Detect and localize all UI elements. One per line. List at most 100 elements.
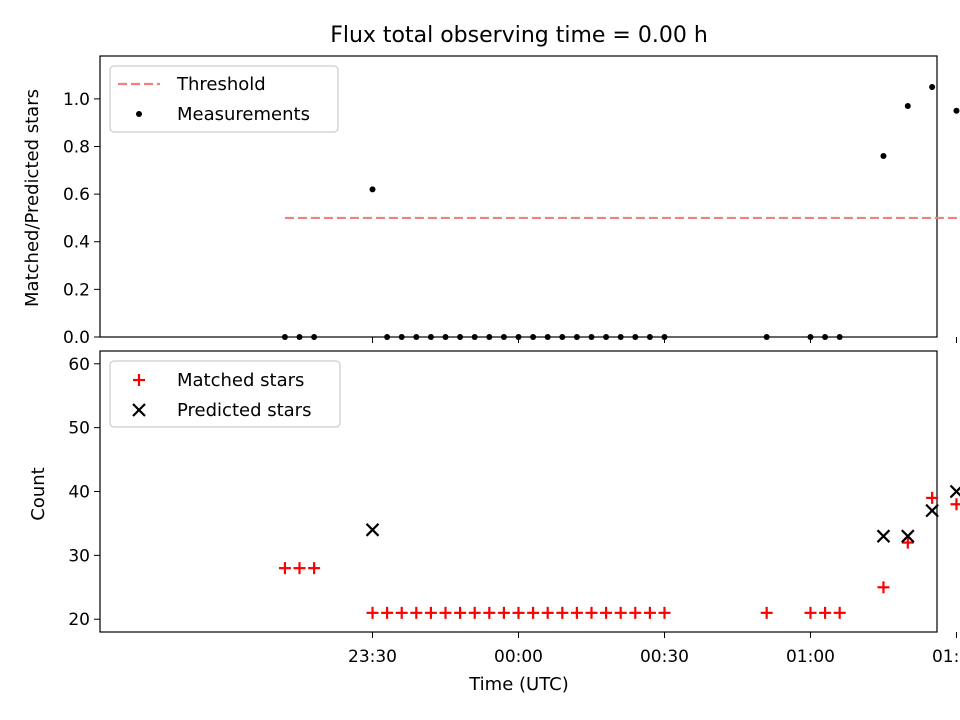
top-legend-box bbox=[109, 65, 339, 133]
matched-star-point bbox=[570, 606, 583, 619]
measurement-point bbox=[646, 334, 653, 340]
matched-star-point bbox=[833, 606, 846, 619]
matched-star-point bbox=[901, 536, 914, 549]
measurement-point bbox=[807, 334, 814, 340]
predicted-star-point-stroke bbox=[949, 486, 960, 499]
matched-star-point bbox=[926, 491, 939, 504]
bottom-y-tick-label: 20 bbox=[68, 610, 90, 630]
predicted-star-point bbox=[901, 529, 915, 543]
measurement-point bbox=[457, 334, 464, 340]
bottom-legend: Matched stars Predicted stars bbox=[109, 360, 341, 428]
measurement-point bbox=[442, 334, 449, 340]
bottom-y-tick-label: 50 bbox=[68, 419, 90, 439]
matched-star-point bbox=[819, 606, 832, 619]
measurement-point bbox=[427, 334, 434, 340]
measurement-point bbox=[617, 334, 624, 340]
measurement-point bbox=[311, 334, 318, 340]
measurement-point bbox=[515, 334, 522, 340]
measurement-point bbox=[953, 107, 960, 114]
measurement-point bbox=[281, 334, 288, 340]
matched-star-point bbox=[541, 606, 554, 619]
predicted-star-point bbox=[949, 484, 960, 499]
chart-title: Flux total observing time = 0.00 h bbox=[330, 23, 708, 48]
measurement-point bbox=[530, 334, 537, 340]
bottom-y-tick-label: 60 bbox=[68, 355, 90, 375]
legend-threshold-label: Threshold bbox=[176, 74, 266, 95]
measurement-point bbox=[544, 334, 551, 340]
top-legend: Threshold Measurements bbox=[109, 65, 339, 133]
matched-star-point bbox=[468, 606, 481, 619]
predicted-star-point-stroke bbox=[901, 529, 915, 543]
measurement-point bbox=[836, 334, 843, 340]
legend-predicted-label: Predicted stars bbox=[177, 400, 311, 421]
legend-measurements-label: Measurements bbox=[177, 104, 310, 125]
legend-predicted-swatch bbox=[132, 403, 146, 417]
top-y-tick-label: 0.4 bbox=[63, 233, 90, 253]
matched-star-point bbox=[410, 606, 423, 619]
predicted-star-point-stroke bbox=[925, 503, 939, 518]
measurement-point bbox=[573, 334, 580, 340]
measurement-point bbox=[661, 334, 668, 340]
measurement-point bbox=[632, 334, 639, 340]
top-y-axis-label: Matched/Predicted stars bbox=[22, 89, 43, 307]
top-plot-panel: 0.0 0.2 0.4 0.6 0.8 1.0 Threshold Measurements bbox=[63, 55, 960, 348]
matched-star-point bbox=[556, 606, 569, 619]
matched-star-point bbox=[877, 581, 890, 594]
measurement-point bbox=[486, 334, 493, 340]
matched-star-point bbox=[439, 606, 452, 619]
predicted-star-point bbox=[925, 503, 939, 518]
x-tick-label: 00:00 bbox=[494, 647, 543, 667]
matched-star-point bbox=[760, 606, 773, 619]
matched-star-point bbox=[454, 606, 467, 619]
measurement-point bbox=[763, 334, 770, 340]
measurement-point bbox=[398, 334, 405, 340]
top-y-tick-label: 0.0 bbox=[63, 328, 90, 348]
matched-star-point bbox=[614, 606, 627, 619]
x-tick-label: 00:30 bbox=[640, 647, 689, 667]
matched-star-point bbox=[308, 562, 321, 575]
measurement-point bbox=[559, 334, 566, 340]
matched-star-point bbox=[497, 606, 510, 619]
predicted-star-point-stroke bbox=[365, 523, 380, 537]
x-tick-label: 01:00 bbox=[786, 647, 835, 667]
matched-star-point bbox=[600, 606, 613, 619]
matched-star-point bbox=[366, 606, 379, 619]
matched-star-point bbox=[293, 562, 306, 575]
matched-star-point bbox=[643, 606, 656, 619]
measurement-point bbox=[500, 334, 507, 340]
bottom-y-tick-label: 30 bbox=[68, 546, 90, 566]
matched-star-point bbox=[395, 606, 408, 619]
matched-star-point bbox=[527, 606, 540, 619]
bottom-plot-panel: 23:3000:0000:3001:0001:3002:0002:3003:00… bbox=[68, 350, 960, 667]
matched-star-point bbox=[585, 606, 598, 619]
predicted-star-point bbox=[365, 523, 380, 537]
x-tick-label: 23:30 bbox=[348, 647, 397, 667]
predicted-star-point bbox=[876, 529, 891, 543]
matched-star-point bbox=[483, 606, 496, 619]
matched-star-point bbox=[658, 606, 671, 619]
measurement-point bbox=[369, 186, 376, 193]
measurement-point bbox=[822, 334, 829, 340]
bottom-y-axis-label: Count bbox=[28, 467, 49, 520]
measurement-point bbox=[603, 334, 610, 340]
measurement-point bbox=[413, 334, 420, 340]
predicted-star-point-stroke bbox=[876, 529, 891, 543]
legend-measurements-swatch bbox=[136, 111, 142, 117]
matched-star-point bbox=[278, 562, 291, 575]
top-y-tick-label: 0.8 bbox=[63, 137, 90, 157]
matched-star-point bbox=[804, 606, 817, 619]
measurement-point bbox=[384, 334, 391, 340]
measurement-point bbox=[588, 334, 595, 340]
measurement-point bbox=[296, 334, 303, 340]
matched-star-point bbox=[381, 606, 394, 619]
top-y-tick-label: 0.6 bbox=[63, 185, 90, 205]
measurement-point bbox=[471, 334, 478, 340]
legend-matched-label: Matched stars bbox=[177, 370, 304, 391]
x-axis-label: Time (UTC) bbox=[468, 674, 569, 695]
matched-star-point bbox=[950, 498, 960, 511]
legend-predicted-swatch-stroke bbox=[132, 403, 146, 417]
top-y-tick-label: 1.0 bbox=[63, 90, 90, 110]
measurement-point bbox=[880, 153, 887, 160]
top-y-tick-label: 0.2 bbox=[63, 280, 90, 300]
